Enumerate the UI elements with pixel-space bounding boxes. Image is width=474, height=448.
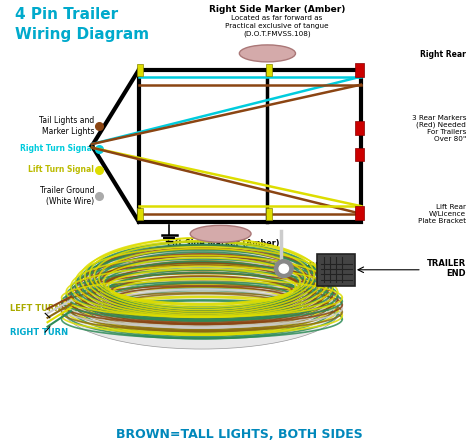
Text: Practical exclusive of tangue: Practical exclusive of tangue: [225, 23, 328, 29]
FancyBboxPatch shape: [266, 208, 272, 220]
Text: Tail Lights and
Marker Lights: Tail Lights and Marker Lights: [39, 116, 94, 136]
FancyBboxPatch shape: [356, 121, 364, 135]
Text: 4 Pin Trailer: 4 Pin Trailer: [15, 8, 118, 22]
FancyBboxPatch shape: [318, 254, 356, 286]
FancyBboxPatch shape: [356, 206, 364, 220]
Ellipse shape: [62, 264, 342, 349]
Text: BROWN=TALL LIGHTS, BOTH SIDES: BROWN=TALL LIGHTS, BOTH SIDES: [116, 427, 363, 440]
Text: Wiring Diagram: Wiring Diagram: [15, 27, 149, 43]
Circle shape: [279, 264, 289, 273]
Ellipse shape: [190, 225, 251, 242]
Text: Located as far forward as: Located as far forward as: [231, 15, 322, 22]
Text: Right Rear: Right Rear: [420, 50, 466, 59]
Text: Lift Rear
W/Licence
Plate Bracket: Lift Rear W/Licence Plate Bracket: [418, 204, 466, 224]
Text: Right Turn Signal: Right Turn Signal: [20, 144, 94, 154]
Text: Trailer Ground
(White Wire): Trailer Ground (White Wire): [40, 186, 94, 207]
Text: (D.O.T.FMVSS.108): (D.O.T.FMVSS.108): [243, 30, 310, 37]
Text: TRAILER
END: TRAILER END: [427, 259, 466, 278]
FancyBboxPatch shape: [356, 148, 364, 161]
FancyBboxPatch shape: [139, 70, 361, 222]
Circle shape: [274, 260, 293, 278]
FancyBboxPatch shape: [137, 64, 143, 76]
FancyBboxPatch shape: [356, 63, 364, 77]
Text: Lift Turn Signal: Lift Turn Signal: [28, 165, 94, 174]
FancyBboxPatch shape: [137, 208, 143, 220]
Text: LEFT TURN: LEFT TURN: [10, 304, 62, 313]
Text: RIGHT TURN: RIGHT TURN: [10, 327, 68, 336]
Text: Lift Side Marker (Amber): Lift Side Marker (Amber): [167, 239, 279, 248]
Text: Right Side Marker (Amber): Right Side Marker (Amber): [209, 5, 345, 14]
FancyBboxPatch shape: [266, 64, 272, 76]
Text: 3 Rear Markers
(Red) Needed
For Trailers
Over 80": 3 Rear Markers (Red) Needed For Trailers…: [412, 115, 466, 142]
Text: ← GROUND: ← GROUND: [297, 262, 352, 271]
Ellipse shape: [239, 45, 295, 62]
